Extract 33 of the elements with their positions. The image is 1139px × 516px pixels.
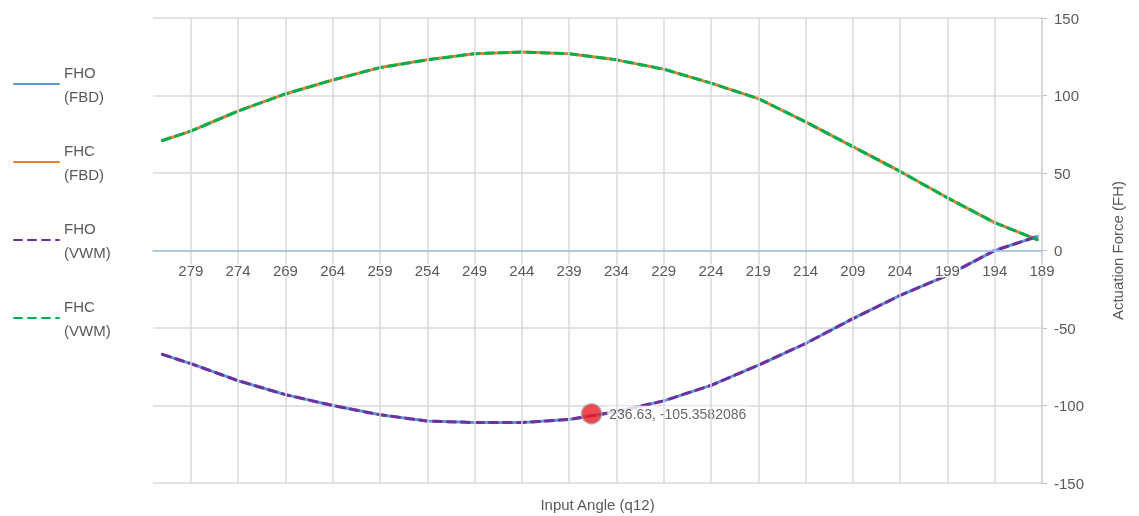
y-tick-label: 100 (1054, 87, 1080, 104)
legend-label: FHC (FBD) (64, 141, 104, 183)
x-tick-label: 229 (651, 261, 677, 279)
y-tick-label: 150 (1054, 9, 1080, 27)
annotation: 236.63, -105.3582086 (609, 405, 747, 422)
legend-label: FHO (FBD) (64, 63, 104, 105)
y-tick-label: 0 (1054, 242, 1063, 259)
y-tick-label: -100 (1054, 397, 1085, 414)
y-tick-label: 50 (1054, 164, 1071, 182)
x-axis-title: Input Angle (q12) (540, 496, 655, 513)
x-tick-label: 264 (320, 261, 346, 279)
y-axis-title: Actuation Force (FH) (1109, 180, 1126, 321)
x-tick-label: 189 (1029, 261, 1055, 279)
x-tick-label: 199 (934, 261, 960, 279)
x-tick-label: 274 (225, 261, 251, 279)
x-tick-label: 254 (414, 261, 440, 279)
x-tick-label: 279 (178, 261, 204, 279)
x-tick-label: 249 (462, 261, 488, 279)
legend-label: FHC (VWM) (64, 297, 111, 339)
legend-label: FHO (VWM) (64, 219, 111, 261)
x-tick-label: 234 (603, 261, 629, 279)
x-tick-label: 239 (556, 261, 582, 279)
x-tick-label: 214 (793, 261, 819, 279)
x-tick-label: 204 (887, 261, 913, 279)
y-tick-label: -150 (1054, 474, 1085, 492)
x-tick-label: 224 (698, 261, 724, 279)
y-tick-label: -50 (1054, 319, 1076, 337)
x-tick-label: 259 (367, 261, 393, 279)
x-tick-label: 219 (745, 261, 771, 279)
x-tick-label: 194 (982, 261, 1008, 279)
x-tick-label: 209 (840, 261, 866, 279)
x-tick-label: 269 (272, 261, 298, 279)
x-tick-label: 244 (509, 261, 535, 279)
